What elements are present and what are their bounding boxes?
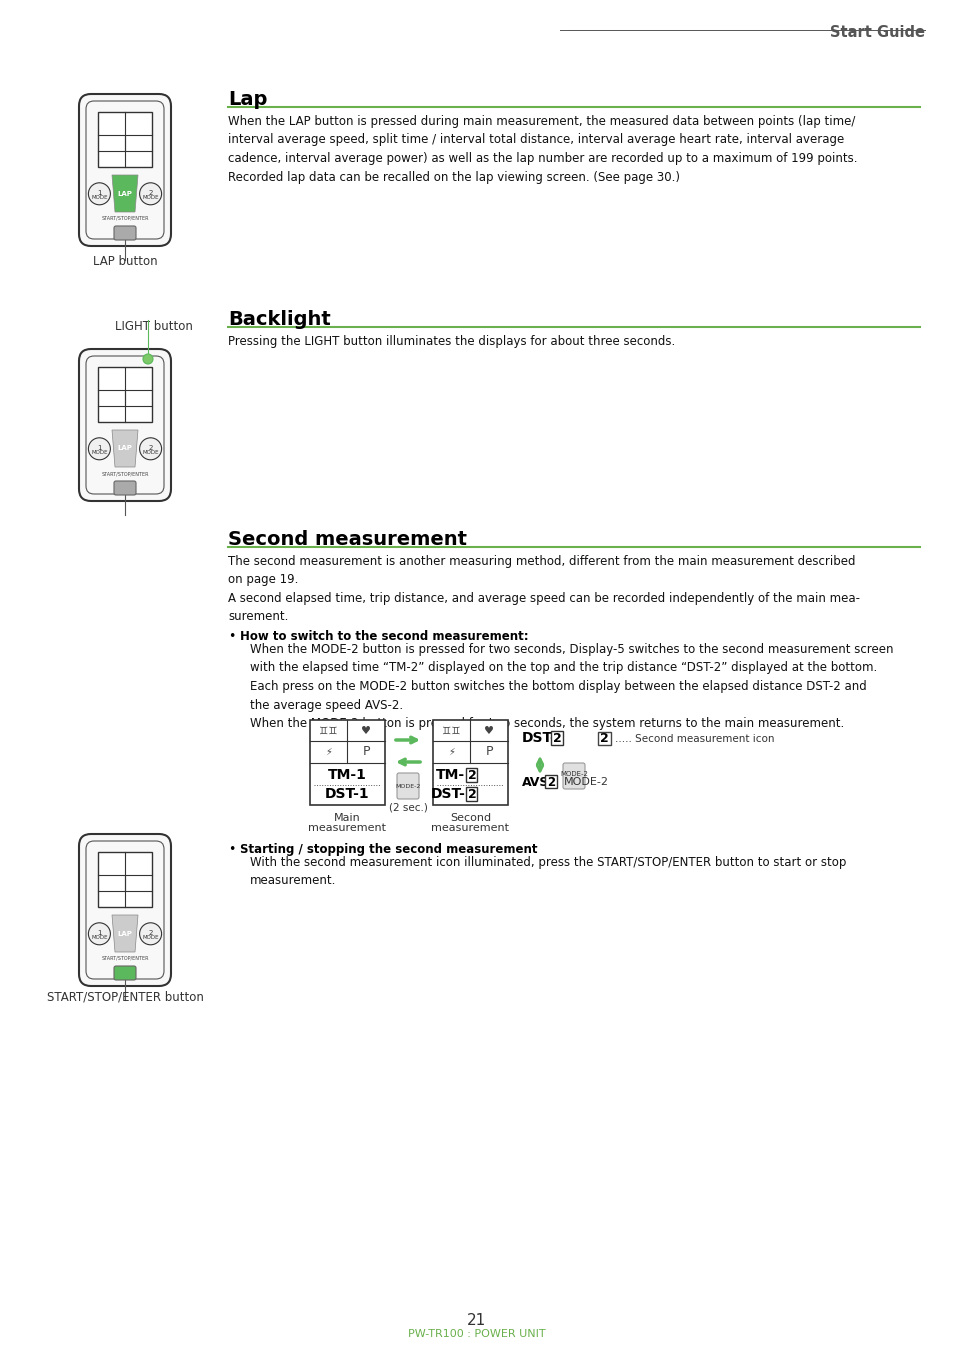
Polygon shape [112, 430, 138, 467]
Text: When the LAP button is pressed during main measurement, the measured data betwee: When the LAP button is pressed during ma… [228, 115, 857, 184]
Bar [310, 720, 385, 805]
Bar [466, 788, 477, 801]
Circle shape [143, 354, 152, 363]
Text: 2: 2 [468, 788, 476, 801]
Text: TM-1: TM-1 [328, 769, 367, 782]
Text: LAP: LAP [117, 446, 132, 451]
Text: Backlight: Backlight [228, 309, 331, 330]
Text: ♥: ♥ [484, 725, 494, 736]
Text: DST-1: DST-1 [325, 788, 370, 801]
Text: ♊♊: ♊♊ [442, 725, 460, 736]
Text: P: P [485, 746, 493, 758]
Text: ⚡: ⚡ [448, 747, 455, 757]
Bar [98, 112, 152, 168]
Polygon shape [112, 915, 138, 952]
Text: 1: 1 [97, 444, 102, 451]
FancyBboxPatch shape [86, 842, 164, 979]
Text: 2: 2 [599, 732, 608, 744]
Text: MODE: MODE [142, 935, 159, 940]
Text: 2: 2 [546, 775, 555, 789]
FancyBboxPatch shape [113, 966, 136, 979]
Text: START/STOP/ENTER: START/STOP/ENTER [101, 216, 149, 222]
Text: PW-TR100 : POWER UNIT: PW-TR100 : POWER UNIT [408, 1329, 545, 1339]
Text: LIGHT button: LIGHT button [115, 320, 193, 332]
Text: MODE: MODE [91, 935, 108, 940]
Text: With the second measurement icon illuminated, press the START/STOP/ENTER button : With the second measurement icon illumin… [250, 857, 845, 888]
FancyBboxPatch shape [86, 357, 164, 494]
Text: START/STOP/ENTER button: START/STOP/ENTER button [47, 990, 203, 1002]
Text: START/STOP/ENTER: START/STOP/ENTER [101, 957, 149, 961]
Text: MODE-2: MODE-2 [395, 784, 420, 789]
Text: •: • [228, 630, 235, 643]
Text: measurement: measurement [308, 823, 386, 834]
Text: P: P [362, 746, 370, 758]
Circle shape [139, 438, 161, 459]
FancyBboxPatch shape [396, 773, 418, 798]
Circle shape [89, 438, 111, 459]
Text: How to switch to the second measurement:: How to switch to the second measurement: [240, 630, 528, 643]
Text: Second measurement: Second measurement [228, 530, 467, 549]
Text: Start Guide: Start Guide [829, 26, 924, 41]
Text: (2 sec.): (2 sec.) [388, 802, 427, 812]
Text: TM-: TM- [436, 769, 465, 782]
Text: When the MODE-2 button is pressed for two seconds, Display-5 switches to the sec: When the MODE-2 button is pressed for tw… [250, 643, 893, 730]
Text: ♊♊: ♊♊ [319, 725, 337, 736]
Text: 2: 2 [149, 444, 152, 451]
Text: ..... Second measurement icon: ..... Second measurement icon [615, 734, 774, 743]
Text: Second: Second [450, 813, 491, 823]
Text: START/STOP/ENTER: START/STOP/ENTER [101, 471, 149, 476]
FancyBboxPatch shape [79, 349, 171, 501]
Text: 2: 2 [468, 769, 476, 782]
Text: MODE: MODE [142, 450, 159, 455]
Bar [466, 769, 477, 782]
Text: LAP button: LAP button [92, 255, 157, 267]
Text: LAP: LAP [117, 931, 132, 936]
Text: Lap: Lap [228, 91, 267, 109]
FancyBboxPatch shape [79, 95, 171, 246]
Text: AVS: AVS [521, 775, 549, 789]
Text: Starting / stopping the second measurement: Starting / stopping the second measureme… [240, 843, 537, 857]
Text: MODE-2: MODE-2 [563, 777, 608, 788]
Text: Main: Main [334, 813, 360, 823]
Text: LAP: LAP [117, 190, 132, 196]
Text: DST-: DST- [521, 731, 557, 744]
FancyBboxPatch shape [113, 226, 136, 240]
Bar [98, 367, 152, 422]
Text: 21: 21 [467, 1313, 486, 1328]
Bar [551, 731, 562, 744]
Text: MODE: MODE [142, 196, 159, 200]
Text: Pressing the LIGHT button illuminates the displays for about three seconds.: Pressing the LIGHT button illuminates th… [228, 335, 675, 349]
Text: MODE-2: MODE-2 [559, 771, 587, 777]
Text: ♥: ♥ [361, 725, 371, 736]
Bar [598, 732, 610, 744]
Bar [98, 852, 152, 907]
Circle shape [89, 182, 111, 205]
Text: 2: 2 [149, 189, 152, 196]
FancyBboxPatch shape [113, 481, 136, 494]
Text: ⚡: ⚡ [325, 747, 332, 757]
Circle shape [139, 182, 161, 205]
Text: The second measurement is another measuring method, different from the main meas: The second measurement is another measur… [228, 555, 859, 624]
Text: •: • [228, 843, 235, 857]
Polygon shape [112, 176, 138, 212]
Text: 1: 1 [97, 929, 102, 936]
Text: 2: 2 [149, 929, 152, 936]
Text: MODE: MODE [91, 196, 108, 200]
FancyBboxPatch shape [562, 763, 584, 789]
Text: 2: 2 [552, 731, 560, 744]
FancyBboxPatch shape [86, 101, 164, 239]
Bar [544, 775, 557, 788]
Circle shape [139, 923, 161, 944]
Text: measurement: measurement [431, 823, 509, 834]
FancyBboxPatch shape [79, 834, 171, 986]
Text: MODE: MODE [91, 450, 108, 455]
Text: DST-: DST- [430, 788, 465, 801]
Text: 1: 1 [97, 189, 102, 196]
Circle shape [89, 923, 111, 944]
Bar [433, 720, 507, 805]
